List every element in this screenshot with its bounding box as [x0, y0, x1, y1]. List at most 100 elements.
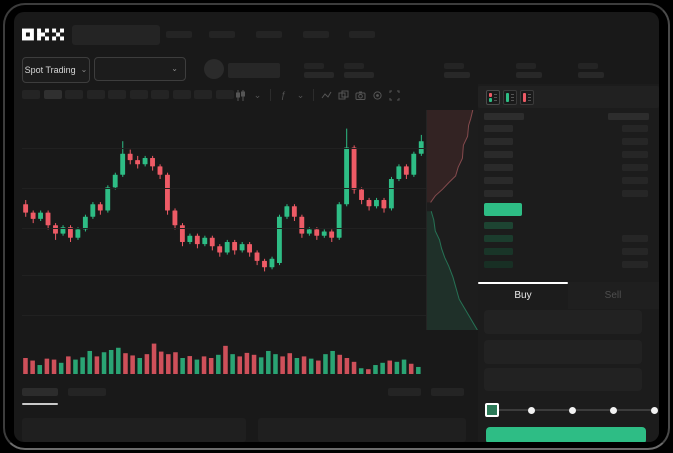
ask-amount-placeholder[interactable] — [622, 164, 648, 171]
bid-amount-placeholder[interactable] — [622, 235, 648, 242]
timeframe-button[interactable] — [172, 90, 191, 99]
tab-buy[interactable]: Buy — [514, 290, 532, 301]
nav-item[interactable] — [349, 31, 375, 38]
chevron-down-icon[interactable]: ⌄ — [296, 89, 305, 100]
candlestick-chart[interactable] — [22, 110, 440, 330]
bid-price-placeholder[interactable] — [484, 261, 513, 268]
ask-amount-placeholder[interactable] — [622, 125, 648, 132]
book-asks-icon[interactable] — [520, 90, 534, 105]
nav-item[interactable] — [303, 31, 329, 38]
slider-handle[interactable] — [485, 403, 499, 417]
book-split-icon[interactable] — [486, 90, 500, 105]
volume-bar — [337, 354, 343, 374]
settings-icon[interactable] — [371, 89, 384, 102]
amount-input[interactable] — [484, 340, 642, 364]
candle-body — [82, 216, 88, 230]
bottom-tab[interactable] — [68, 388, 106, 396]
price-input[interactable] — [484, 310, 642, 334]
depth-chart[interactable] — [426, 110, 479, 330]
candle-body — [411, 153, 417, 175]
candle-style-icon[interactable] — [234, 89, 247, 102]
ask-price-placeholder[interactable] — [484, 177, 513, 184]
volume-bar — [151, 343, 157, 374]
pair-name-placeholder — [228, 63, 280, 78]
volume-bar — [223, 345, 228, 374]
bid-price-placeholder[interactable] — [484, 248, 513, 255]
timeframe-button[interactable] — [108, 90, 126, 99]
buy-submit-button[interactable] — [486, 427, 646, 442]
slider-stop[interactable] — [527, 406, 535, 414]
candle-body — [75, 229, 81, 238]
volume-bar — [201, 356, 207, 374]
volume-bar — [351, 361, 357, 374]
slider-stop[interactable] — [568, 406, 576, 414]
compare-icon[interactable] — [337, 89, 350, 102]
candle-body — [366, 200, 372, 207]
volume-bar — [408, 363, 414, 374]
chart-gridline — [22, 188, 440, 189]
market-type-dropdown[interactable]: Spot Trading ⌄ — [22, 57, 90, 83]
ask-price-placeholder[interactable] — [484, 151, 513, 158]
chart-tools: ⌄ ƒ ⌄ — [234, 88, 401, 102]
candle-body — [388, 179, 394, 209]
volume-bar — [344, 358, 350, 374]
nav-item[interactable] — [209, 31, 235, 38]
timeframe-button[interactable] — [151, 90, 169, 99]
stat-label-placeholder — [578, 63, 598, 69]
ask-amount-placeholder[interactable] — [622, 177, 648, 184]
pair-dropdown[interactable]: ⌄ — [94, 57, 186, 81]
ask-amount-placeholder[interactable] — [622, 138, 648, 145]
volume-bar — [294, 358, 300, 374]
bid-amount-placeholder[interactable] — [622, 248, 648, 255]
candle-body — [142, 158, 148, 165]
okx-logo[interactable] — [22, 27, 64, 42]
candle-body — [105, 187, 111, 211]
chart-gridline — [22, 315, 440, 316]
timeframe-button[interactable] — [129, 90, 148, 99]
bid-price-placeholder[interactable] — [484, 222, 513, 229]
ask-amount-placeholder[interactable] — [622, 151, 648, 158]
candle-body — [262, 260, 267, 268]
ask-amount-placeholder[interactable] — [622, 190, 648, 197]
nav-item[interactable] — [256, 31, 282, 38]
volume-bar — [87, 350, 93, 374]
candle-body — [209, 237, 215, 247]
ask-price-placeholder[interactable] — [484, 138, 513, 145]
buy-tab-underline — [478, 282, 568, 284]
bid-amount-placeholder[interactable] — [622, 261, 648, 268]
bottom-tab-active[interactable] — [22, 388, 58, 396]
total-input[interactable] — [484, 368, 642, 391]
volume-bar — [180, 358, 185, 374]
bottom-toolbar-placeholder[interactable] — [388, 388, 421, 396]
tab-sell[interactable]: Sell — [604, 290, 622, 301]
tab-sell-bg — [568, 282, 659, 309]
indicators-icon[interactable]: ƒ — [280, 90, 286, 100]
timeframe-button[interactable] — [86, 90, 105, 99]
timeframe-button[interactable] — [215, 90, 234, 99]
candle-body — [291, 206, 297, 217]
slider-stop[interactable] — [609, 406, 617, 414]
orderbook-toolbar — [478, 86, 659, 108]
timeframe-button[interactable] — [43, 90, 62, 99]
bottom-panel — [22, 418, 246, 442]
fullscreen-icon[interactable] — [388, 89, 401, 102]
nav-item[interactable] — [166, 31, 192, 38]
ask-price-placeholder[interactable] — [484, 164, 513, 171]
line-tool-icon[interactable] — [320, 89, 333, 102]
bottom-toolbar-placeholder[interactable] — [431, 388, 464, 396]
chevron-down-icon[interactable]: ⌄ — [253, 89, 262, 100]
snapshot-icon[interactable] — [354, 89, 367, 102]
timeframe-button[interactable] — [65, 90, 83, 99]
ask-price-placeholder[interactable] — [484, 125, 513, 132]
search-input[interactable] — [72, 25, 160, 45]
slider-stop[interactable] — [650, 406, 658, 414]
chart-gridline — [22, 148, 440, 149]
ask-price-placeholder[interactable] — [484, 190, 513, 197]
volume-bar — [266, 350, 271, 374]
bid-price-placeholder[interactable] — [484, 235, 513, 242]
last-price-badge[interactable] — [484, 203, 522, 216]
volume-bar — [373, 365, 378, 374]
timeframe-button[interactable] — [22, 90, 40, 99]
book-bids-icon[interactable] — [503, 90, 517, 105]
timeframe-button[interactable] — [194, 90, 212, 99]
